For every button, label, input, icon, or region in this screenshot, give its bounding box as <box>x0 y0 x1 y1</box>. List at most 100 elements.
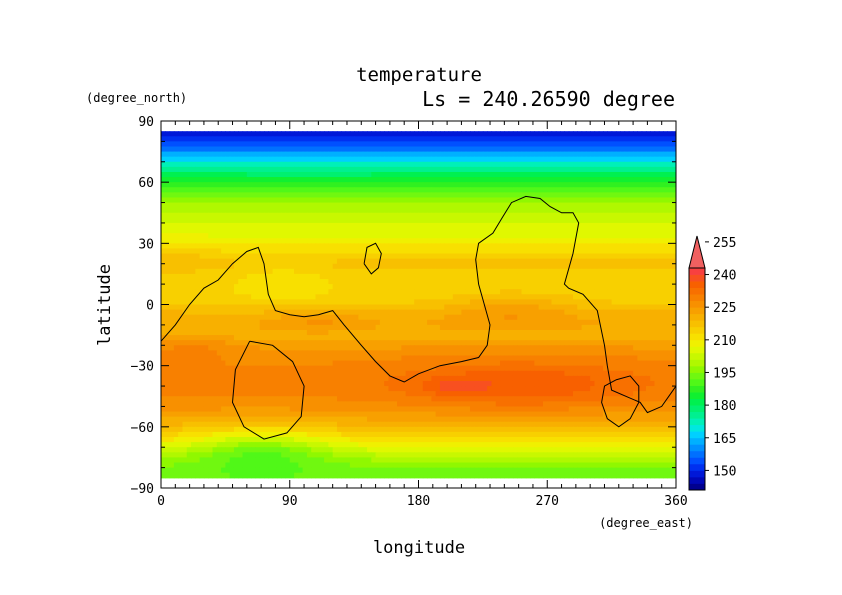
temperature-cell <box>336 131 342 137</box>
temperature-cell <box>487 329 493 336</box>
temperature-cell <box>422 309 428 316</box>
temperature-cell <box>208 329 214 336</box>
temperature-cell <box>161 222 166 229</box>
temperature-cell <box>311 177 317 183</box>
temperature-cell <box>560 253 566 260</box>
temperature-cell <box>401 141 407 148</box>
temperature-cell <box>478 228 484 234</box>
temperature-cell <box>628 171 634 178</box>
temperature-cell <box>431 166 437 173</box>
temperature-cell <box>508 141 514 148</box>
temperature-cell <box>538 309 544 316</box>
temperature-cell <box>534 319 540 326</box>
temperature-cell <box>328 335 334 341</box>
temperature-cell <box>289 217 295 224</box>
temperature-cell <box>375 299 381 306</box>
temperature-cell <box>319 273 325 280</box>
temperature-cell <box>397 222 402 229</box>
temperature-cell <box>186 253 192 260</box>
temperature-cell <box>264 177 269 183</box>
temperature-cell <box>628 161 634 168</box>
temperature-cell <box>491 273 497 280</box>
temperature-cell <box>392 335 398 341</box>
temperature-cell <box>512 289 518 295</box>
temperature-cell <box>495 182 501 188</box>
temperature-cell <box>272 289 278 295</box>
temperature-cell <box>530 187 535 193</box>
temperature-cell <box>336 233 342 239</box>
temperature-cell <box>294 182 299 188</box>
temperature-cell <box>418 217 424 224</box>
temperature-cell <box>521 197 527 204</box>
temperature-cell <box>311 263 317 270</box>
temperature-cell <box>268 284 274 290</box>
temperature-cell <box>392 238 398 244</box>
temperature-cell <box>431 273 437 280</box>
temperature-cell <box>418 324 424 331</box>
temperature-cell <box>294 319 299 326</box>
temperature-cell <box>409 258 415 265</box>
temperature-cell <box>371 217 377 224</box>
temperature-cell <box>521 335 527 341</box>
temperature-cell <box>628 284 634 290</box>
temperature-cell <box>663 131 669 137</box>
temperature-cell <box>315 253 321 260</box>
temperature-cell <box>495 248 501 255</box>
temperature-cell <box>581 228 587 234</box>
temperature-cell <box>375 212 381 219</box>
temperature-cell <box>667 197 673 204</box>
temperature-cell <box>478 146 484 153</box>
temperature-cell <box>225 177 231 183</box>
temperature-cell <box>178 263 184 270</box>
temperature-cell <box>465 177 471 183</box>
temperature-cell <box>195 324 201 331</box>
temperature-cell <box>542 136 548 142</box>
temperature-cell <box>551 324 557 331</box>
temperature-cell <box>594 222 600 229</box>
temperature-cell <box>491 171 497 178</box>
temperature-cell <box>203 212 209 219</box>
temperature-cell <box>470 207 475 214</box>
temperature-cell <box>178 335 184 341</box>
temperature-cell <box>169 243 175 250</box>
temperature-cell <box>581 243 587 250</box>
temperature-cell <box>628 258 634 265</box>
temperature-cell <box>615 273 621 280</box>
temperature-cell <box>298 207 304 214</box>
temperature-cell <box>663 166 669 173</box>
temperature-cell <box>384 197 390 204</box>
temperature-cell <box>611 202 617 209</box>
temperature-cell <box>551 294 557 301</box>
temperature-cell <box>482 202 488 209</box>
temperature-cell <box>615 156 621 163</box>
temperature-cell <box>405 182 411 188</box>
temperature-cell <box>521 309 527 316</box>
temperature-cell <box>414 299 420 306</box>
temperature-cell <box>332 243 338 250</box>
temperature-cell <box>508 151 514 158</box>
temperature-cell <box>191 131 196 137</box>
temperature-cell <box>504 202 510 209</box>
temperature-cell <box>182 294 188 301</box>
temperature-cell <box>242 131 248 137</box>
temperature-cell <box>422 248 428 255</box>
temperature-cell <box>264 131 269 137</box>
temperature-cell <box>328 151 334 158</box>
temperature-cell <box>216 268 222 275</box>
temperature-cell <box>645 171 651 178</box>
temperature-cell <box>568 324 574 331</box>
temperature-cell <box>242 151 248 158</box>
temperature-cell <box>165 151 171 158</box>
temperature-cell <box>633 319 638 326</box>
temperature-cell <box>388 212 394 219</box>
temperature-cell <box>418 171 424 178</box>
temperature-cell <box>178 136 184 142</box>
temperature-cell <box>332 258 338 265</box>
temperature-cell <box>573 243 578 250</box>
temperature-cell <box>478 294 484 301</box>
temperature-cell <box>161 166 166 173</box>
temperature-cell <box>628 273 634 280</box>
temperature-cell <box>427 222 432 229</box>
temperature-cell <box>268 335 274 341</box>
temperature-cell <box>607 335 613 341</box>
